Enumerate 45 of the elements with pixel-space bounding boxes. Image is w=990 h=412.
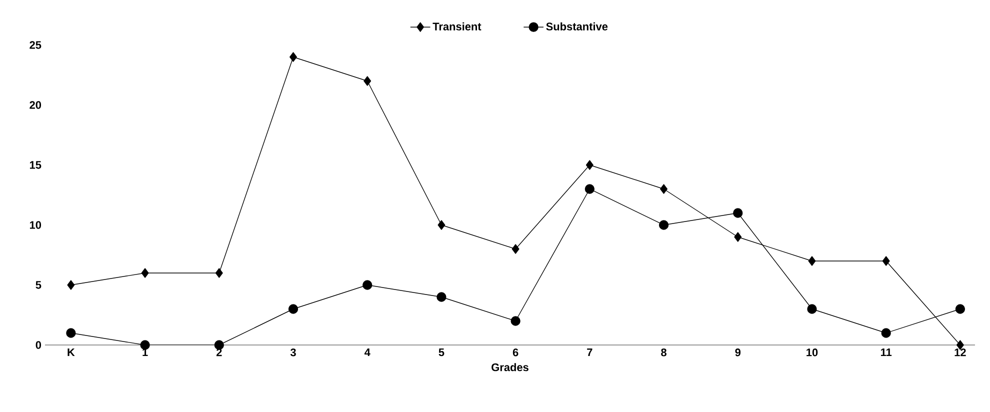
point bbox=[214, 340, 224, 350]
point bbox=[807, 304, 817, 314]
point bbox=[510, 316, 520, 326]
point bbox=[362, 280, 372, 290]
y-tick-label: 15 bbox=[30, 161, 42, 169]
point bbox=[364, 76, 372, 86]
point bbox=[66, 328, 76, 338]
point bbox=[658, 220, 669, 230]
x-tick-label: 3 bbox=[290, 348, 296, 356]
legend-label: Substantive bbox=[546, 22, 608, 30]
x-tick-label: 12 bbox=[954, 348, 966, 356]
x-axis-title: Grades bbox=[492, 363, 528, 372]
point bbox=[141, 268, 149, 278]
point bbox=[215, 268, 223, 278]
point bbox=[438, 220, 446, 230]
y-tick-label: 25 bbox=[30, 41, 42, 49]
point bbox=[808, 256, 816, 266]
y-tick-label: 0 bbox=[36, 341, 42, 349]
legend-label: Transient bbox=[432, 22, 482, 30]
x-tick-label: 6 bbox=[512, 348, 518, 356]
x-tick-label: 8 bbox=[661, 348, 666, 356]
point bbox=[955, 304, 966, 314]
y-tick-label: 20 bbox=[30, 101, 42, 109]
x-tick-label: 11 bbox=[880, 348, 892, 356]
point bbox=[584, 184, 594, 194]
x-tick-label: K bbox=[68, 348, 75, 356]
x-tick-label: 9 bbox=[735, 348, 741, 356]
x-tick-label: 10 bbox=[806, 348, 818, 356]
point bbox=[733, 208, 743, 218]
point bbox=[882, 256, 890, 266]
point bbox=[881, 328, 891, 338]
point bbox=[290, 52, 297, 62]
point bbox=[288, 304, 298, 314]
y-tick-label: 5 bbox=[36, 281, 42, 289]
point bbox=[734, 232, 742, 242]
point bbox=[660, 184, 668, 194]
x-tick-label: 5 bbox=[438, 348, 444, 356]
y-tick-label: 10 bbox=[30, 221, 42, 229]
point bbox=[436, 292, 446, 302]
x-tick-label: 4 bbox=[364, 348, 370, 356]
point bbox=[512, 244, 520, 254]
point bbox=[67, 280, 75, 290]
point bbox=[586, 160, 594, 170]
x-tick-label: 7 bbox=[587, 348, 592, 356]
point bbox=[140, 340, 150, 350]
